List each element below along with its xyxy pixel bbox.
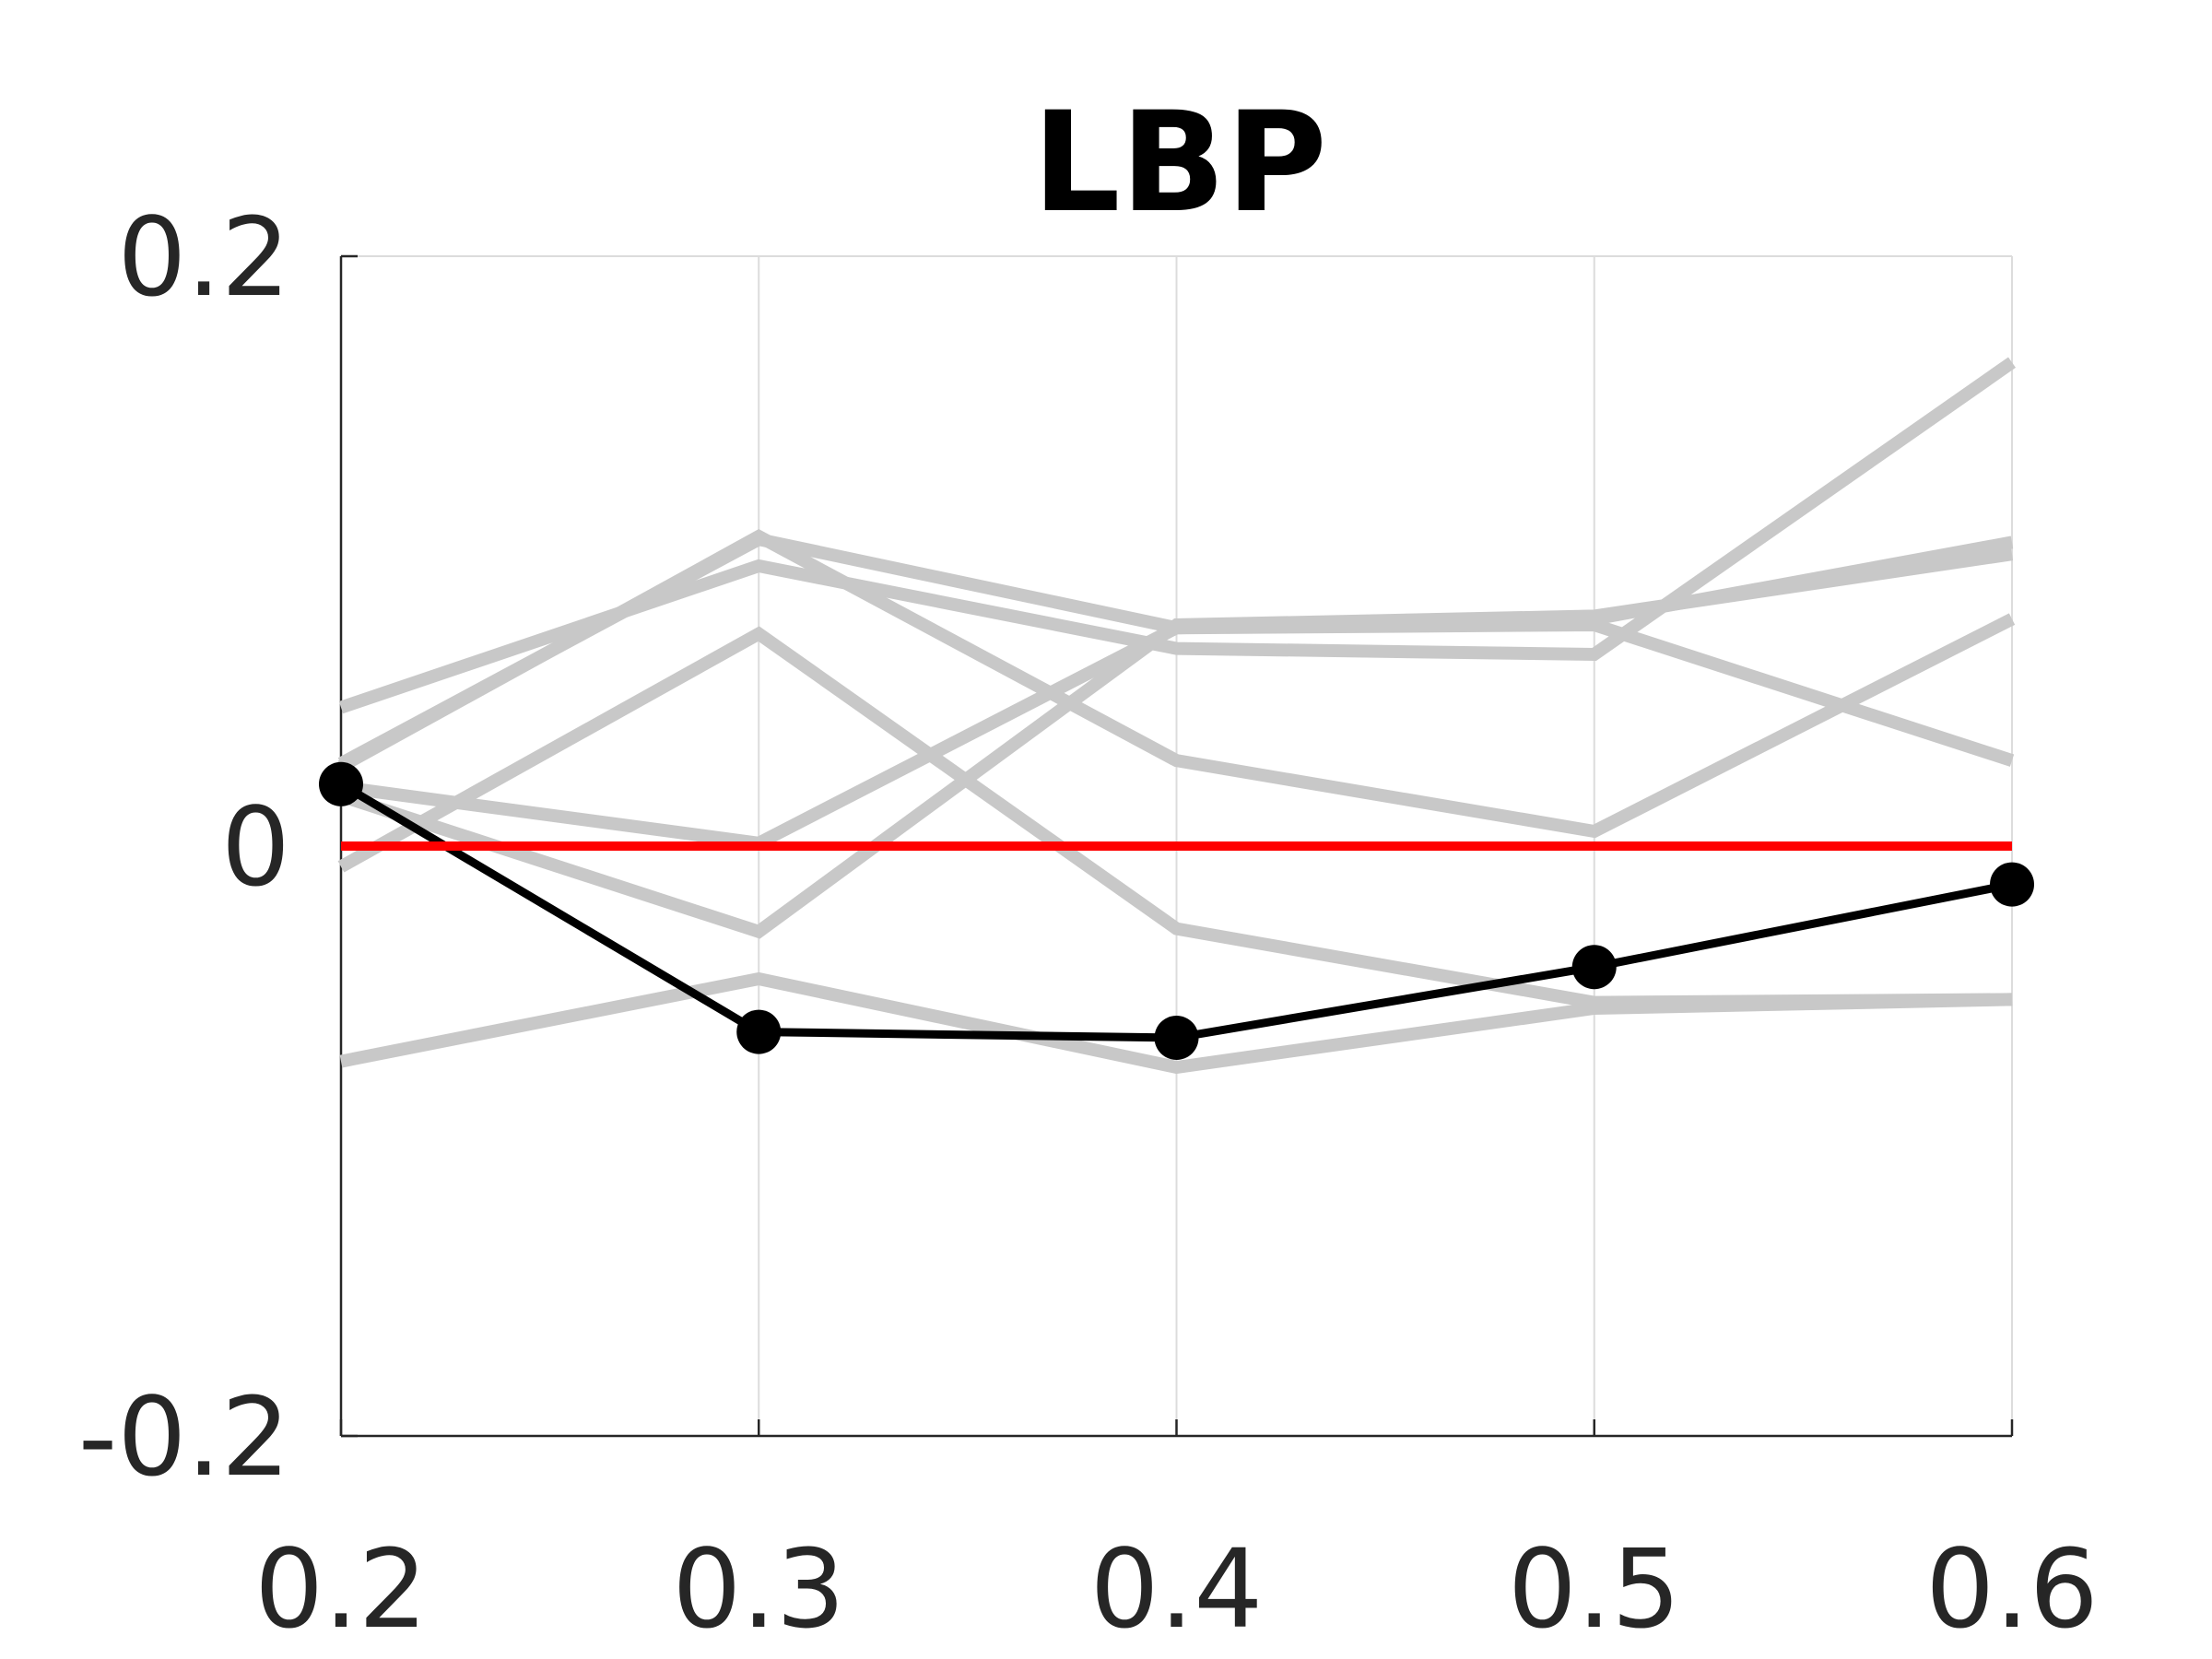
chart-title: LBP xyxy=(1032,83,1327,243)
series-group xyxy=(337,357,2017,1075)
x-tick-labels: 0.2 0.3 0.4 0.5 0.6 xyxy=(254,1525,2099,1653)
x-tick-label-1: 0.3 xyxy=(672,1525,845,1653)
markers-group xyxy=(319,761,2034,1060)
highlight-point-0 xyxy=(319,761,363,806)
series-line-6 xyxy=(339,971,2013,1075)
x-tick-label-3: 0.5 xyxy=(1508,1525,1681,1653)
y-tick-label-1: 0 xyxy=(221,783,290,911)
y-tick-labels: -0.2 0 0.2 xyxy=(78,194,290,1500)
highlight-point-1 xyxy=(736,1009,782,1054)
y-tick-label-0: -0.2 xyxy=(78,1373,290,1500)
highlight-point-4 xyxy=(1990,862,2034,907)
x-tick-label-4: 0.6 xyxy=(1925,1525,2099,1653)
highlight-point-3 xyxy=(1571,945,1617,990)
series-line-5 xyxy=(338,547,2014,939)
highlight-point-2 xyxy=(1154,1016,1199,1060)
x-tick-label-2: 0.4 xyxy=(1090,1525,1264,1653)
y-tick-label-2: 0.2 xyxy=(117,194,290,321)
x-tick-label-0: 0.2 xyxy=(254,1525,428,1653)
series-line-2 xyxy=(337,529,2016,839)
